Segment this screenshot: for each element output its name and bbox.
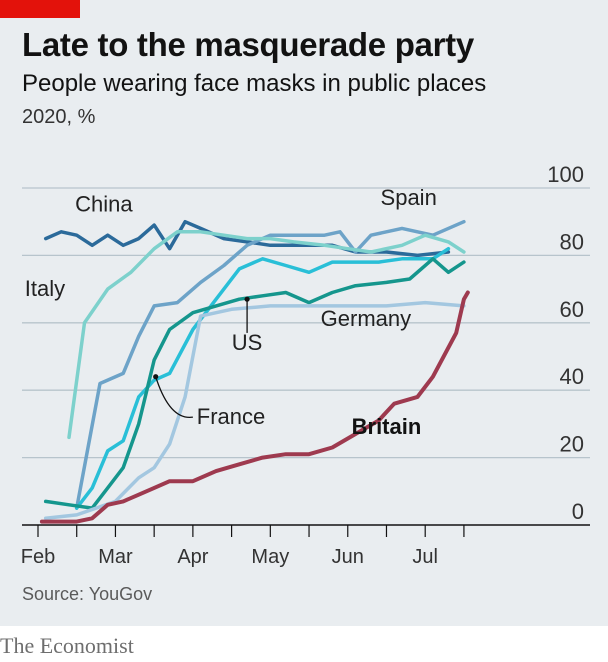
series-label-us: US [232,330,263,355]
series-label-france: France [197,404,265,429]
line-chart: 0 20 40 60 80 100 Feb Mar Apr May Jun Jul China Spa… [21,162,590,568]
x-tick-label-mar: Mar [98,546,133,568]
y-tick-label-0: 0 [572,499,584,524]
series-lines [39,219,470,524]
y-tick-label-40: 40 [560,364,584,389]
chart-subtitle: People wearing face masks in public plac… [22,70,487,97]
chart-card: Late to the masquerade party People wear… [0,0,608,626]
brand-red-tag [0,0,80,18]
x-tick-label-apr: Apr [177,546,208,568]
us-leader-dot [244,296,250,302]
y-tick-label-80: 80 [560,229,584,254]
series-line-britain [39,290,470,524]
y-tick-label-60: 60 [560,297,584,322]
series-line-unnamed-3 [74,246,451,510]
series-line-us [43,257,466,510]
annotations: China Spain Italy Germany US France Britain [25,185,437,439]
source-note: Source: YouGov [22,584,153,604]
x-tick-label-jul: Jul [412,546,438,568]
series-label-china: China [75,192,133,217]
series-label-britain: Britain [352,414,422,439]
chart-units: 2020, % [22,106,96,128]
chart-title: Late to the masquerade party [22,26,474,63]
series-label-italy: Italy [25,276,65,301]
france-leader-line [155,376,193,418]
y-tick-label-20: 20 [560,432,584,457]
france-leader-dot [153,374,159,380]
x-axis: Feb Mar Apr May Jun Jul [21,524,590,568]
series-line-spain [74,219,466,510]
x-tick-label-may: May [251,546,289,568]
x-tick-label-jun: Jun [332,546,364,568]
series-label-germany: Germany [321,306,411,331]
series-label-spain: Spain [381,185,437,210]
economist-wordmark: The Economist [0,633,134,658]
series-line-germany [43,300,466,521]
x-tick-label-feb: Feb [21,546,55,568]
series-line-italy [67,230,466,440]
y-tick-label-100: 100 [547,162,584,187]
grid-lines: 0 20 40 60 80 100 [22,162,590,524]
